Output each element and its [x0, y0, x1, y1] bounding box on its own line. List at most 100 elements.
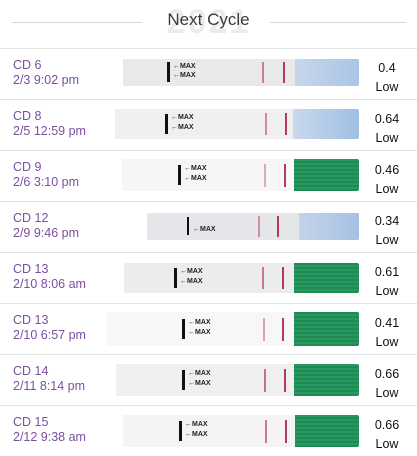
test-datetime: 2/10 8:06 am: [13, 277, 86, 291]
header: 2021 Next Cycle: [0, 0, 417, 46]
test-strip-image[interactable]: ←MAX ←MAX: [106, 312, 359, 346]
cycle-day: CD 9: [13, 160, 42, 174]
max-label: ←MAX: [185, 421, 208, 428]
strip-wick: [295, 415, 359, 447]
test-strip-image[interactable]: ←MAX ←MAX: [124, 263, 359, 293]
row-label: CD 6 2/3 9:02 pm: [13, 58, 79, 88]
max-label: ←MAX: [188, 319, 211, 326]
cycle-day: CD 13: [13, 313, 49, 327]
result-value: 0.41 Low: [369, 314, 405, 352]
control-line: [285, 113, 287, 135]
cycle-day: CD 8: [13, 109, 42, 123]
cycle-day: CD 6: [13, 58, 42, 72]
result-level: Low: [375, 131, 399, 145]
max-label: ←MAX: [184, 175, 207, 182]
test-datetime: 2/6 3:10 pm: [13, 175, 80, 189]
test-datetime: 2/5 12:59 pm: [13, 124, 86, 138]
result-level: Low: [375, 386, 399, 400]
result-value: 0.66 Low: [369, 365, 405, 403]
test-line: [265, 420, 267, 443]
result-level: Low: [375, 284, 399, 298]
result-level: Low: [375, 437, 399, 451]
row-label: CD 8 2/5 12:59 pm: [13, 109, 86, 139]
max-label: ←MAX: [188, 329, 211, 336]
control-line: [277, 216, 279, 237]
test-line: [264, 164, 266, 187]
cycle-day: CD 14: [13, 364, 49, 378]
strip-wick: [294, 312, 359, 346]
max-label: ←MAX: [173, 72, 196, 79]
max-label: ←MAX: [188, 380, 211, 387]
max-label: ←MAX: [171, 114, 194, 121]
max-label: ←MAX: [188, 370, 211, 377]
strip-wick: [294, 159, 359, 191]
test-row[interactable]: CD 13 2/10 8:06 am ←MAX ←MAX 0.61 Low: [0, 252, 417, 303]
result-level: Low: [375, 233, 399, 247]
control-line: [282, 267, 284, 289]
test-line: [265, 113, 267, 135]
cycle-day: CD 15: [13, 415, 49, 429]
test-line: [263, 318, 265, 341]
test-row[interactable]: CD 8 2/5 12:59 pm ←MAX ←MAX 0.64 Low: [0, 99, 417, 150]
test-line: [264, 369, 266, 392]
test-strip-image[interactable]: ←MAX ←MAX: [116, 364, 359, 396]
result-level: Low: [375, 182, 399, 196]
test-datetime: 2/12 9:38 am: [13, 430, 86, 444]
row-label: CD 12 2/9 9:46 pm: [13, 211, 79, 241]
test-row[interactable]: CD 9 2/6 3:10 pm ←MAX ←MAX 0.46 Low: [0, 150, 417, 201]
test-datetime: 2/3 9:02 pm: [13, 73, 80, 87]
strip-wick: [294, 364, 359, 396]
result-level: Low: [375, 335, 399, 349]
divider-left: [12, 22, 142, 23]
result-value: 0.61 Low: [369, 263, 405, 301]
result-value: 0.66 Low: [369, 416, 405, 454]
strip-marker: [178, 165, 181, 185]
page-title: Next Cycle: [167, 10, 250, 29]
strip-marker: [179, 421, 182, 441]
row-label: CD 15 2/12 9:38 am: [13, 415, 86, 445]
test-row[interactable]: CD 13 2/10 6:57 pm ←MAX ←MAX 0.41 Low: [0, 303, 417, 354]
row-label: CD 14 2/11 8:14 pm: [13, 364, 85, 394]
test-line: [262, 267, 264, 289]
strip-wick: [295, 59, 359, 86]
strip-marker: [182, 319, 185, 339]
test-strip-image[interactable]: ←MAX ←MAX: [123, 59, 359, 86]
test-strip-image[interactable]: ←MAX ←MAX: [115, 109, 359, 139]
year-watermark: 2021: [166, 3, 251, 41]
result-level: Low: [375, 80, 399, 94]
test-strip-image[interactable]: ←MAX: [147, 213, 359, 240]
test-row[interactable]: CD 12 2/9 9:46 pm ←MAX 0.34 Low: [0, 201, 417, 252]
max-label: ←MAX: [180, 268, 203, 275]
test-strip-image[interactable]: ←MAX ←MAX: [123, 415, 359, 447]
test-datetime: 2/10 6:57 pm: [13, 328, 86, 342]
strip-marker: [167, 62, 170, 82]
control-line: [285, 420, 287, 443]
control-line: [283, 62, 285, 83]
max-label: ←MAX: [173, 63, 196, 70]
test-list: CD 6 2/3 9:02 pm ←MAX ←MAX 0.4 Low CD 8 …: [0, 48, 417, 456]
row-label: CD 9 2/6 3:10 pm: [13, 160, 79, 190]
result-value: 0.4 Low: [369, 59, 405, 97]
row-label: CD 13 2/10 6:57 pm: [13, 313, 86, 343]
test-datetime: 2/9 9:46 pm: [13, 226, 80, 240]
control-line: [284, 369, 286, 392]
strip-wick: [294, 263, 359, 293]
result-value: 0.64 Low: [369, 110, 405, 148]
strip-marker: [165, 114, 168, 134]
test-line: [262, 62, 264, 83]
max-label: ←MAX: [180, 278, 203, 285]
control-line: [284, 164, 286, 187]
max-label: ←MAX: [185, 431, 208, 438]
max-label: ←MAX: [184, 165, 207, 172]
result-value: 0.46 Low: [369, 161, 405, 199]
strip-marker: [187, 217, 189, 235]
test-strip-image[interactable]: ←MAX ←MAX: [122, 159, 359, 191]
strip-wick: [299, 213, 359, 240]
test-row[interactable]: CD 6 2/3 9:02 pm ←MAX ←MAX 0.4 Low: [0, 48, 417, 99]
strip-marker: [174, 268, 177, 288]
test-row[interactable]: CD 15 2/12 9:38 am ←MAX ←MAX 0.66 Low: [0, 405, 417, 456]
result-value: 0.34 Low: [369, 212, 405, 250]
test-row[interactable]: CD 14 2/11 8:14 pm ←MAX ←MAX 0.66 Low: [0, 354, 417, 405]
strip-wick: [293, 109, 359, 139]
cycle-day: CD 13: [13, 262, 49, 276]
